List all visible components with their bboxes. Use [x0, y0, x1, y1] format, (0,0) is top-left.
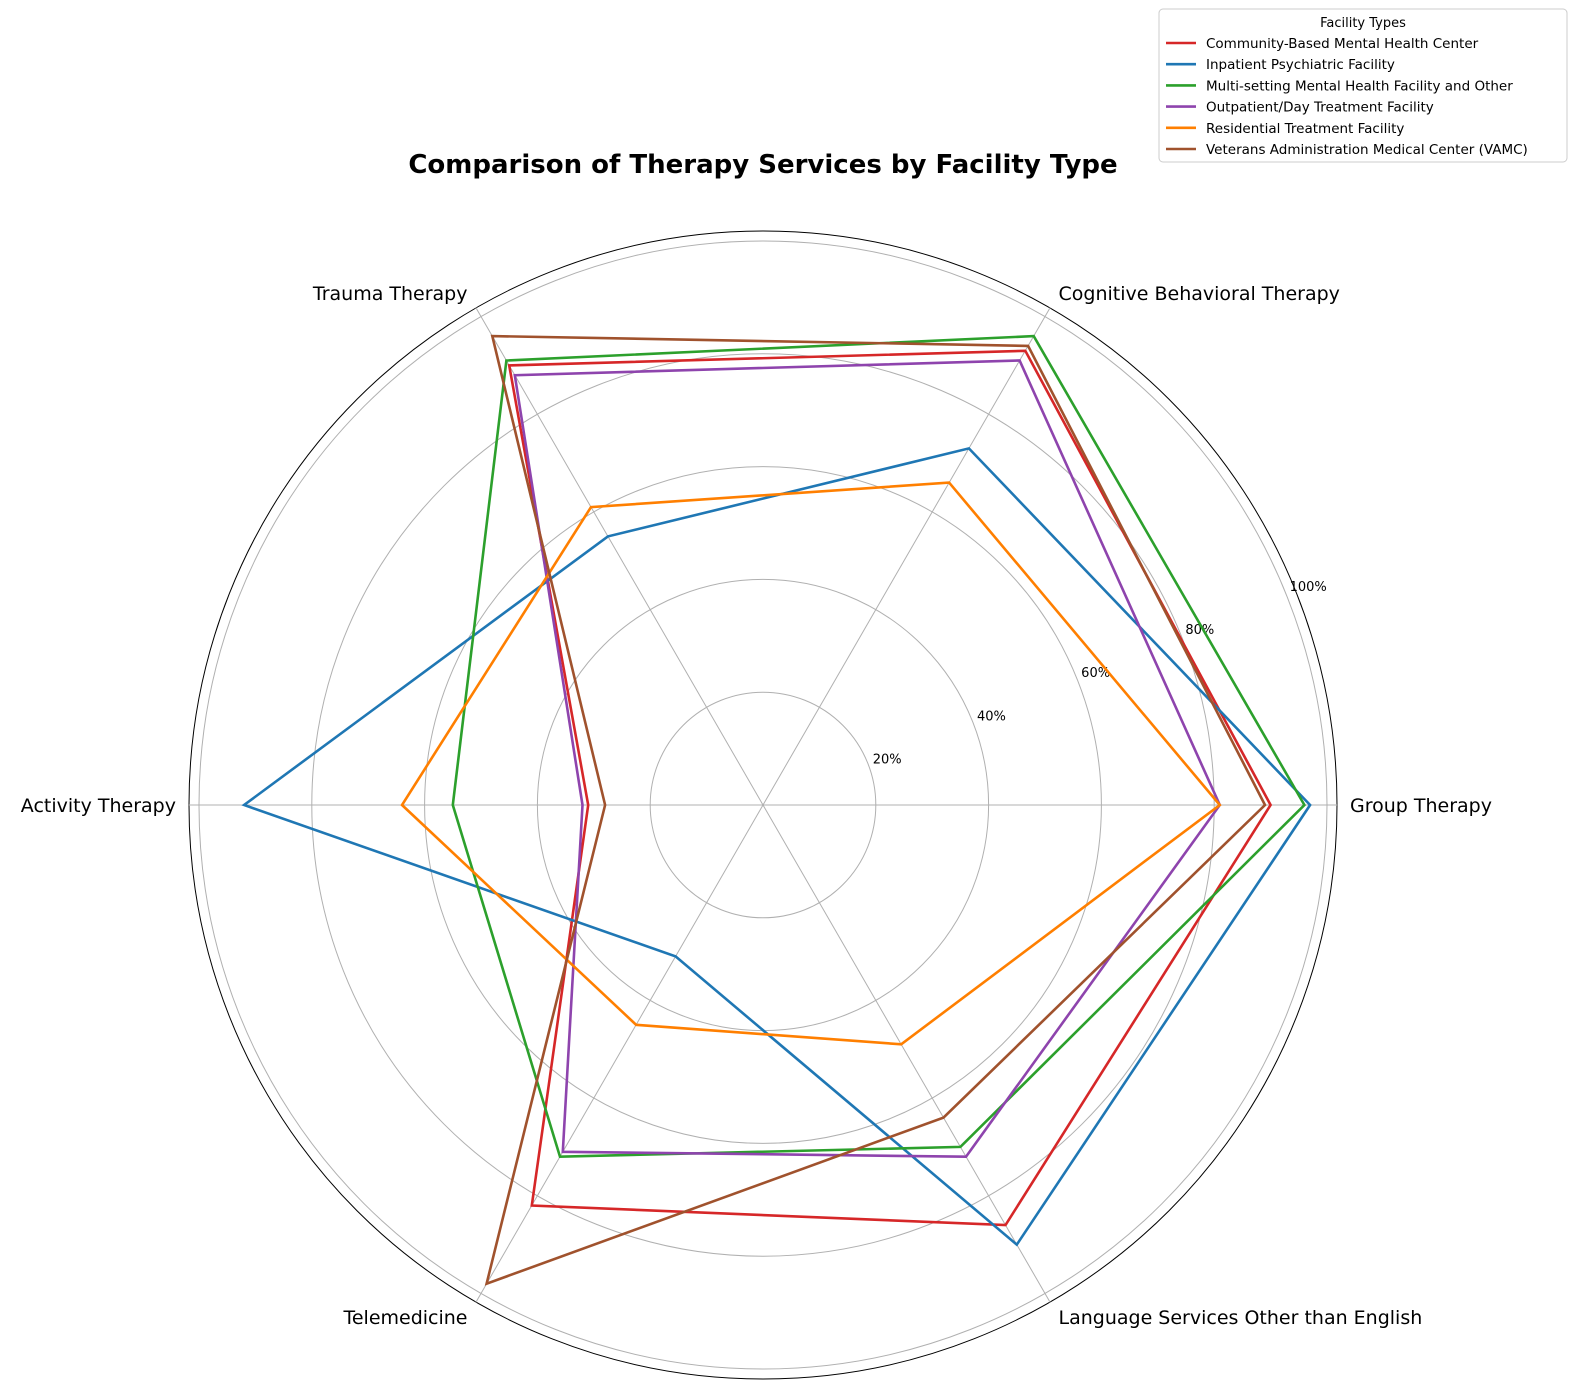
legend-items: Community-Based Mental Health Center Inpa… [1166, 36, 1528, 158]
series-lines [241, 334, 1312, 1286]
chart-title: Comparison of Therapy Services by Facili… [408, 150, 1117, 180]
radial-grid [188, 230, 1338, 1380]
category-label: Language Services Other than English [1059, 1307, 1423, 1329]
category-label: Trauma Therapy [312, 283, 468, 305]
legend-title: Facility Types [1320, 16, 1406, 31]
grid-spoke [762, 804, 1051, 1303]
category-label: Group Therapy [1350, 795, 1492, 817]
category-label: Cognitive Behavioral Therapy [1059, 283, 1340, 305]
grid-spoke [762, 307, 1051, 806]
r-tick-label: 20% [873, 753, 902, 768]
legend-entry: Inpatient Psychiatric Facility [1206, 57, 1395, 73]
series-line-5 [484, 334, 1267, 1286]
radial-tick-labels: 20%40%60%80%100% [873, 580, 1327, 768]
series-line-0 [507, 349, 1273, 1227]
legend-entry: Residential Treatment Facility [1206, 121, 1404, 137]
series-line-3 [513, 359, 1222, 1159]
series-line-4 [400, 481, 1222, 1046]
category-labels: Group Therapy Cognitive Behavioral Therap… [21, 283, 1492, 1329]
series-line-1 [241, 446, 1312, 1247]
r-tick-label: 100% [1290, 580, 1327, 595]
legend-entry: Multi-setting Mental Health Facility and… [1206, 78, 1513, 94]
r-tick-label: 60% [1081, 666, 1110, 681]
legend-frame [1158, 8, 1568, 163]
category-label: Activity Therapy [21, 795, 176, 817]
legend-entry: Community-Based Mental Health Center [1206, 36, 1479, 52]
grid-spoke [475, 307, 764, 806]
legend-entry: Outpatient/Day Treatment Facility [1206, 100, 1434, 116]
series-line-2 [451, 334, 1307, 1159]
category-label: Telemedicine [342, 1307, 467, 1329]
grid-spoke [475, 804, 764, 1303]
legend: Facility Types Community-Based Mental He… [1158, 8, 1568, 163]
legend-entry: Veterans Administration Medical Center (… [1206, 142, 1528, 158]
r-tick-label: 40% [977, 709, 1006, 724]
